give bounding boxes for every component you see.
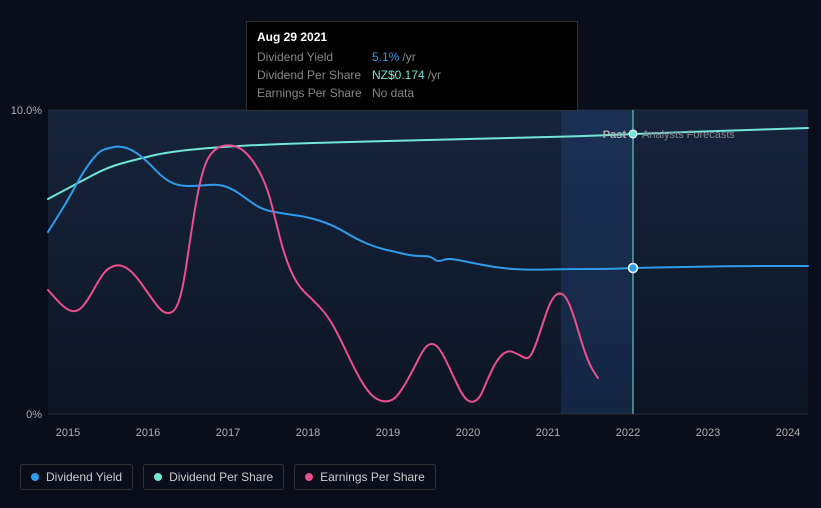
forecast-band bbox=[561, 110, 633, 414]
tooltip-row-value: 5.1% bbox=[372, 50, 399, 64]
tooltip-row-label: Dividend Per Share bbox=[257, 66, 372, 84]
plot-area bbox=[48, 110, 808, 414]
legend-item[interactable]: Earnings Per Share bbox=[294, 464, 436, 490]
tooltip-row-unit: /yr bbox=[428, 68, 441, 82]
x-axis-label: 2018 bbox=[296, 427, 320, 439]
tooltip-row-unit: /yr bbox=[402, 50, 415, 64]
tooltip-row: Dividend Per ShareNZ$0.174/yr bbox=[257, 66, 567, 84]
legend-label: Dividend Yield bbox=[46, 470, 122, 484]
x-axis-label: 2024 bbox=[776, 427, 800, 439]
x-axis-label: 2015 bbox=[56, 427, 80, 439]
legend-label: Dividend Per Share bbox=[169, 470, 273, 484]
legend-dot-icon bbox=[31, 473, 39, 481]
x-axis-label: 2017 bbox=[216, 427, 240, 439]
tooltip-row: Dividend Yield5.1%/yr bbox=[257, 48, 567, 66]
forecast-label: Analysts Forecasts bbox=[642, 129, 735, 141]
chart-legend: Dividend Yield Dividend Per Share Earnings… bbox=[20, 464, 436, 490]
crosshair-marker bbox=[629, 264, 638, 273]
legend-dot-icon bbox=[154, 473, 162, 481]
tooltip-row-value: NZ$0.174 bbox=[372, 68, 425, 82]
tooltip-date: Aug 29 2021 bbox=[257, 30, 567, 44]
x-axis-label: 2019 bbox=[376, 427, 400, 439]
past-label: Past bbox=[603, 129, 627, 141]
forecast-divider-marker bbox=[629, 130, 637, 138]
tooltip-row-label: Earnings Per Share bbox=[257, 84, 372, 102]
x-axis-label: 2020 bbox=[456, 427, 480, 439]
legend-item[interactable]: Dividend Per Share bbox=[143, 464, 284, 490]
x-axis-label: 2022 bbox=[616, 427, 640, 439]
x-axis-label: 2016 bbox=[136, 427, 160, 439]
x-axis-label: 2023 bbox=[696, 427, 720, 439]
tooltip-row-label: Dividend Yield bbox=[257, 48, 372, 66]
legend-dot-icon bbox=[305, 473, 313, 481]
legend-item[interactable]: Dividend Yield bbox=[20, 464, 133, 490]
tooltip-row-value: No data bbox=[372, 86, 414, 100]
y-axis-label: 10.0% bbox=[11, 105, 42, 117]
x-axis-label: 2021 bbox=[536, 427, 560, 439]
y-axis-label: 0% bbox=[26, 409, 42, 421]
legend-label: Earnings Per Share bbox=[320, 470, 425, 484]
chart-tooltip: Aug 29 2021 Dividend Yield5.1%/yrDividen… bbox=[246, 21, 578, 111]
tooltip-row: Earnings Per ShareNo data bbox=[257, 84, 567, 102]
